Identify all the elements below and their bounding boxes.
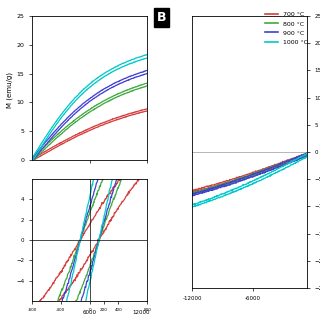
Text: B: B xyxy=(157,11,166,24)
Legend: 700 °C, 800 °C, 900 °C, 1000 °C: 700 °C, 800 °C, 900 °C, 1000 °C xyxy=(263,10,310,47)
Text: 12000: 12000 xyxy=(132,310,149,315)
Text: M (emu/g): M (emu/g) xyxy=(6,72,13,108)
Text: 6000: 6000 xyxy=(83,310,97,315)
